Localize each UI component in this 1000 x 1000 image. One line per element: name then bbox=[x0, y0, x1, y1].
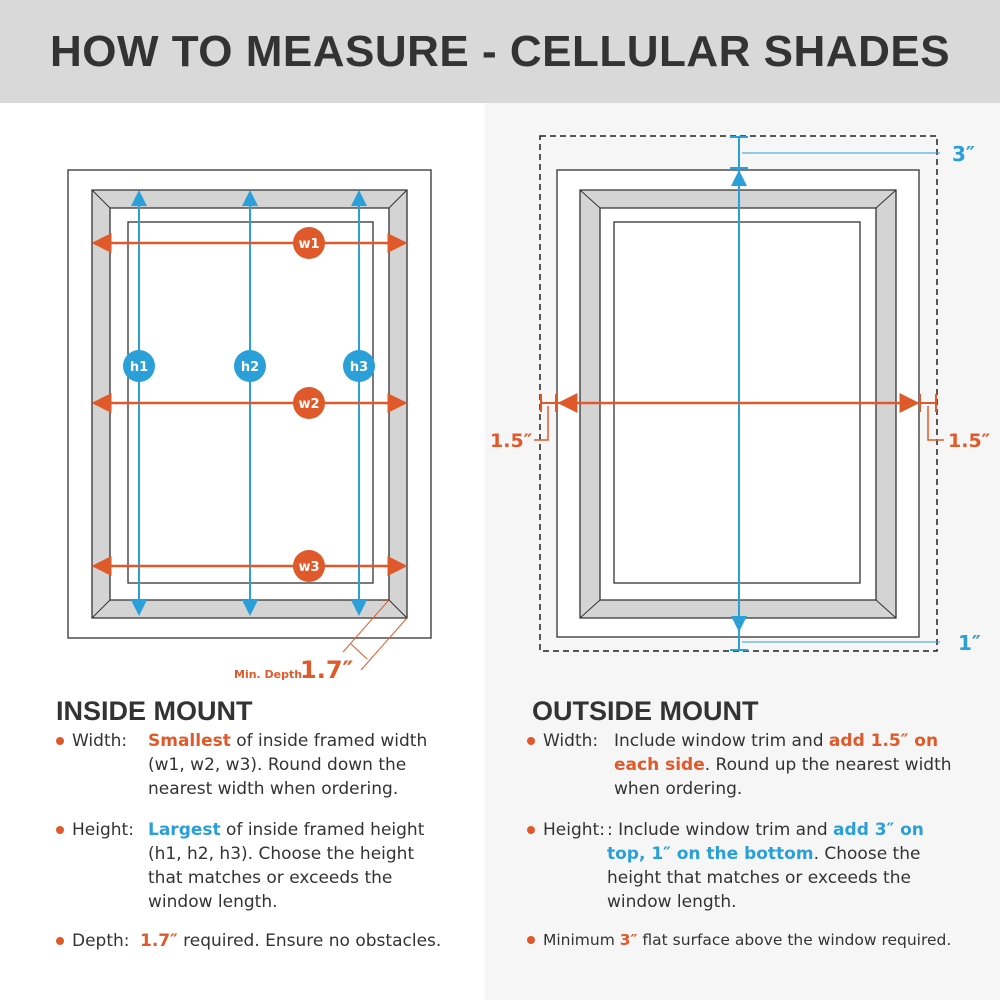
width-marker-w1 bbox=[293, 227, 325, 259]
height-marker-label: h2 bbox=[241, 360, 259, 375]
bullet-icon bbox=[527, 936, 535, 944]
bullet-icon bbox=[527, 737, 535, 745]
height-marker-h2 bbox=[234, 350, 266, 382]
outside-width-arrow: 1.5″ 1.5″ bbox=[490, 393, 991, 452]
outside-width-label: Width: bbox=[543, 731, 599, 751]
height-marker-h3 bbox=[343, 350, 375, 382]
inside-height-text: of inside framed height (h1, h2, h3). Ch… bbox=[148, 820, 425, 912]
outside-minimum-highlight: 3″ bbox=[619, 931, 638, 949]
bullet-icon bbox=[527, 826, 535, 834]
header-banner: HOW TO MEASURE - CELLULAR SHADES bbox=[0, 0, 1000, 103]
inside-depth-label: Depth: bbox=[72, 931, 130, 951]
outside-mount-heading: OUTSIDE MOUNT bbox=[532, 696, 759, 726]
width-marker-label: w2 bbox=[298, 397, 319, 412]
height-marker-label: h1 bbox=[130, 360, 148, 375]
bottom-allowance-label: 1″ bbox=[958, 631, 981, 655]
inside-depth-text: required. Ensure no obstacles. bbox=[177, 931, 442, 951]
bullet-icon bbox=[56, 826, 64, 834]
outside-minimum-text: Minimum bbox=[543, 931, 620, 949]
width-marker-w2 bbox=[293, 387, 325, 419]
right-allowance-label: 1.5″ bbox=[948, 430, 991, 452]
outside-width-text: Include window trim and bbox=[614, 731, 829, 751]
inside-mount-heading: INSIDE MOUNT bbox=[56, 696, 253, 726]
outside-minimum-text-end: flat surface above the window required. bbox=[637, 931, 952, 949]
outside-height-label: Height: bbox=[543, 820, 605, 840]
page-title: HOW TO MEASURE - CELLULAR SHADES bbox=[49, 26, 951, 76]
height-marker-h1 bbox=[123, 350, 155, 382]
inside-width-highlight: Smallest bbox=[148, 731, 231, 751]
outside-width-highlight: add 1.5″ on each side bbox=[614, 731, 939, 775]
inside-height-highlight: Largest bbox=[148, 820, 221, 840]
outside-height-text-end: . Choose the height that matches or exce… bbox=[607, 844, 921, 912]
depth-indicator: Min. Depth 1.7″ bbox=[234, 599, 408, 684]
inside-width-text: of inside framed width (w1, w2, w3). Rou… bbox=[148, 731, 428, 799]
depth-prefix-label: Min. Depth bbox=[234, 668, 302, 681]
left-allowance-label: 1.5″ bbox=[490, 430, 533, 452]
depth-value-label: 1.7″ bbox=[300, 656, 354, 684]
width-marker-label: w1 bbox=[298, 237, 319, 252]
width-marker-label: w3 bbox=[298, 560, 319, 575]
outside-height-highlight: add 3″ on top, 1″ on the bottom bbox=[607, 820, 924, 864]
bullet-icon bbox=[56, 937, 64, 945]
outside-width-text-end: . Round up the nearest width when orderi… bbox=[614, 755, 952, 799]
top-allowance-label: 3″ bbox=[952, 142, 975, 166]
height-marker-label: h3 bbox=[350, 360, 368, 375]
inside-width-label: Width: bbox=[72, 731, 128, 751]
inside-depth-highlight: 1.7″ bbox=[140, 931, 178, 951]
bullet-icon bbox=[56, 737, 64, 745]
outside-height-text: : Include window trim and bbox=[607, 820, 834, 840]
inside-height-label: Height: bbox=[72, 820, 134, 840]
width-marker-w3 bbox=[293, 550, 325, 582]
